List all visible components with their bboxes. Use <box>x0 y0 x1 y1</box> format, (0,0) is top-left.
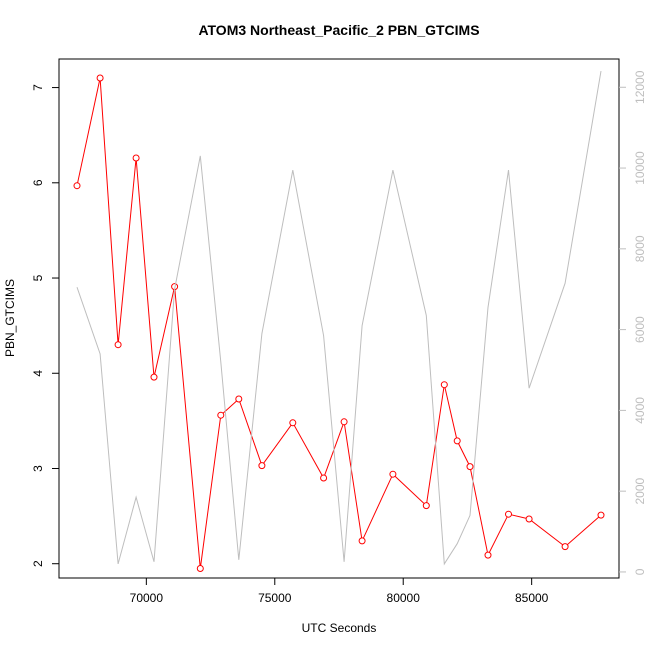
series-1-point <box>484 551 492 559</box>
y2-tick-label: 8000 <box>633 235 647 262</box>
series-1-point <box>196 565 204 572</box>
y2-tick-label: 2000 <box>633 477 647 504</box>
series-1-point <box>96 74 104 82</box>
series-1-point <box>217 411 225 419</box>
y-axis-label: PBN_GTCIMS <box>3 279 17 357</box>
series-1-point <box>440 381 448 389</box>
y-tick-label: 4 <box>31 370 45 377</box>
y-tick-label: 5 <box>31 274 45 281</box>
y-tick-label: 3 <box>31 465 45 472</box>
x-tick-label: 70000 <box>130 591 164 605</box>
series-1-point <box>453 437 461 445</box>
series-1-point <box>525 515 533 523</box>
series-1-point <box>561 543 569 551</box>
series-1-point <box>340 418 348 426</box>
series-1-point <box>597 511 605 519</box>
chart-title: ATOM3 Northeast_Pacific_2 PBN_GTCIMS <box>198 22 479 38</box>
y2-tick-label: 10000 <box>633 151 647 185</box>
series-2-line <box>76 71 602 566</box>
plot-frame <box>58 58 620 579</box>
y2-tick-label: 0 <box>633 568 647 575</box>
x-tick-label: 80000 <box>387 591 421 605</box>
y-tick-label: 2 <box>31 560 45 567</box>
y-tick-label: 6 <box>31 179 45 186</box>
series-1-point <box>466 463 474 471</box>
x-tick-label: 75000 <box>258 591 292 605</box>
series-1-point <box>358 537 366 545</box>
series-1-point <box>235 395 243 403</box>
series-1-point <box>505 510 512 518</box>
series-1-point <box>422 502 430 510</box>
y2-tick-label: 12000 <box>633 70 647 104</box>
series-1-point <box>132 154 140 162</box>
series-1-point <box>258 462 266 470</box>
y2-tick-label: 4000 <box>633 397 647 424</box>
series-1-point <box>289 419 297 427</box>
x-tick-label: 85000 <box>515 591 549 605</box>
series-1-point <box>150 373 158 381</box>
series-1-point <box>320 474 328 482</box>
y2-tick-label: 6000 <box>633 316 647 343</box>
series-1-point <box>114 341 122 349</box>
series-1-point <box>73 182 81 190</box>
y-tick-label: 7 <box>31 84 45 91</box>
x-axis-label: UTC Seconds <box>302 621 377 635</box>
plot-area: 70000 75000 80000 85000 2 3 4 5 6 7 0 2000 4000 6000 8… <box>31 58 647 605</box>
series-1-point <box>389 470 397 478</box>
